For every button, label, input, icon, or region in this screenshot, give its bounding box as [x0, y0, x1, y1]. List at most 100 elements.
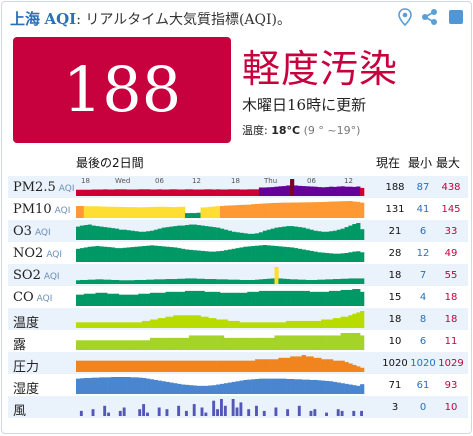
- sparkline-bar: [188, 290, 194, 306]
- sparkline-bar: [348, 252, 353, 262]
- sparkline-bar: [340, 316, 345, 328]
- row-label[interactable]: O3 AQI: [13, 224, 51, 239]
- row-label[interactable]: PM10 AQI: [13, 202, 70, 217]
- sparkline-bar: [107, 360, 112, 372]
- sparkline-bar: [130, 377, 135, 394]
- sparkline-bar: [134, 322, 139, 328]
- sparkline-bar: [83, 360, 88, 372]
- sparkline-bar: [165, 409, 169, 416]
- sparkline-bar: [251, 337, 256, 350]
- sparkline-bar: [184, 213, 190, 218]
- sparkline-bar: [76, 340, 81, 350]
- sparkline-bar: [227, 189, 232, 196]
- sparkline-bar: [173, 207, 178, 218]
- sparkline-bar: [200, 189, 205, 196]
- sparkline-bar: [79, 410, 83, 416]
- sparkline-bar: [149, 379, 155, 394]
- sparkline-bar: [266, 359, 271, 372]
- sparkline-bar: [216, 227, 221, 240]
- sparkline-bar: [227, 249, 232, 262]
- row-name: SO2: [13, 268, 41, 283]
- sparkline-bar: [286, 185, 291, 196]
- sparkline-bar: [142, 279, 147, 284]
- sparkline-bar: [177, 206, 182, 218]
- sparkline-bar: [231, 337, 236, 350]
- sparkline-bar: [79, 322, 85, 328]
- row-label[interactable]: NO2 AQI: [13, 246, 62, 261]
- sparkline-bar: [114, 189, 120, 196]
- sparkline-bar: [340, 289, 345, 306]
- row-label[interactable]: 露: [13, 334, 26, 353]
- sparkline-bar: [142, 189, 147, 196]
- sparkline-bar: [138, 189, 143, 196]
- sparkline-bar: [344, 316, 349, 328]
- row-label[interactable]: 風: [13, 400, 26, 419]
- sparkline-bar: [184, 360, 190, 372]
- row-label[interactable]: PM2.5 AQI: [13, 180, 74, 195]
- sparkline-bar: [126, 280, 131, 284]
- sparkline-bar: [149, 360, 155, 372]
- sparkline-bar: [274, 322, 279, 328]
- sparkline-bar: [184, 315, 190, 328]
- sparkline-bar: [328, 253, 334, 262]
- sparkline-bar: [340, 333, 345, 350]
- pollution-level: 軽度汚染: [242, 47, 399, 91]
- sparkline-bar: [321, 187, 326, 196]
- sparkline-bar: [153, 337, 159, 350]
- sparkline-bar: [297, 185, 303, 196]
- sparkline-bar: [313, 409, 317, 416]
- city-name[interactable]: 上海: [10, 10, 41, 28]
- sparkline-bar: [227, 320, 232, 328]
- sparkline-bar: [297, 320, 303, 328]
- share-icon[interactable]: [420, 7, 440, 27]
- sparkline-bar: [313, 230, 318, 240]
- sparkline-bar: [146, 340, 151, 350]
- sparkline-bar: [188, 360, 194, 372]
- sparkline-bar: [340, 201, 345, 218]
- map-pin-icon[interactable]: [395, 7, 415, 27]
- row-label[interactable]: CO AQI: [13, 290, 52, 305]
- sparkline-bar: [262, 290, 267, 306]
- sparkline-bar: [161, 246, 166, 262]
- sparkline-bar: [134, 340, 139, 350]
- sparkline-bar: [235, 189, 240, 196]
- sparkline-bar: [169, 226, 174, 240]
- sparkline-bar: [95, 206, 100, 218]
- sparkline-bar: [262, 378, 267, 394]
- sparkline-bar: [297, 248, 303, 262]
- sparkline-bar: [192, 250, 197, 262]
- sparkline-bar: [274, 227, 279, 240]
- square-icon[interactable]: [446, 7, 466, 27]
- sparkline-bar: [107, 293, 112, 306]
- sparkline-bar: [99, 340, 104, 350]
- sparkline-bar: [344, 252, 349, 262]
- sparkline-bar: [208, 226, 213, 240]
- sparkline-bar: [208, 189, 213, 196]
- sparkline-bar: [309, 202, 314, 218]
- sparkline-bar: [184, 384, 190, 394]
- sparkline-bar: [255, 233, 260, 240]
- min-value: 87: [416, 182, 430, 193]
- sparkline-bar: [157, 246, 162, 262]
- sparkline-bar: [87, 322, 92, 328]
- row-label[interactable]: 圧力: [13, 356, 39, 375]
- sparkline-bar: [138, 377, 143, 394]
- current-value: 21: [388, 226, 402, 237]
- sparkline-bar: [169, 382, 174, 394]
- sparkline-bar: [293, 290, 299, 306]
- row-label[interactable]: SO2 AQI: [13, 268, 60, 283]
- sparkline-bar: [146, 189, 151, 196]
- sparkline-bar: [317, 252, 322, 262]
- sparkline-bar: [278, 322, 283, 328]
- row-label[interactable]: 温度: [13, 312, 39, 331]
- sparkline-bar: [114, 279, 120, 284]
- sparkline-bar: [184, 410, 188, 416]
- sparkline-bar: [293, 379, 299, 394]
- sparkline-bar: [134, 377, 139, 394]
- sparkline-bar: [83, 189, 88, 196]
- sparkline-bar: [107, 377, 112, 394]
- sparkline-bar: [321, 231, 326, 240]
- row-label[interactable]: 湿度: [13, 378, 39, 397]
- sparkline-bar: [247, 379, 252, 394]
